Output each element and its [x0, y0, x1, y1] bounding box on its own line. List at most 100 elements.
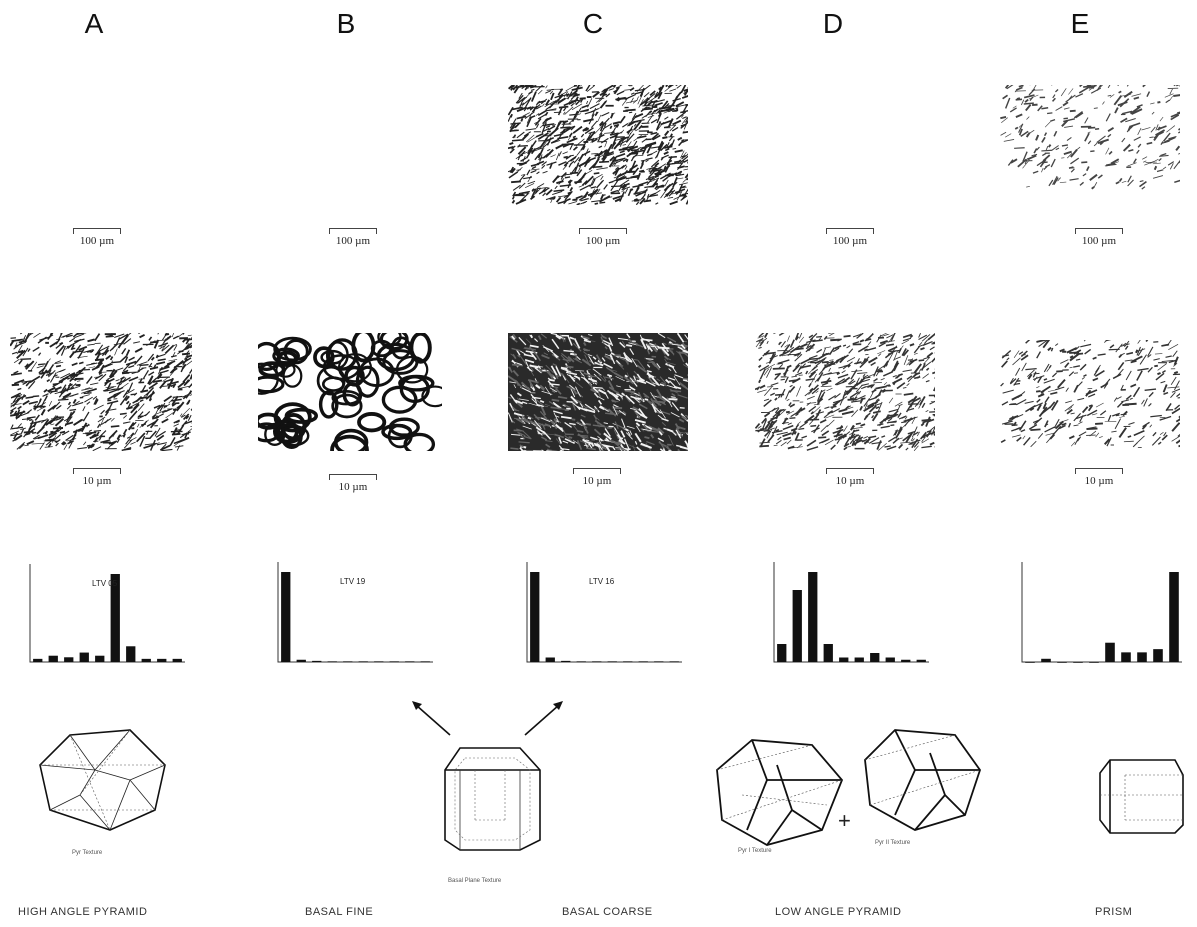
caption-a: HIGH ANGLE PYRAMID	[18, 906, 148, 918]
histogram-bar	[792, 590, 802, 662]
histogram-bar	[576, 661, 586, 663]
histogram-bar	[172, 658, 182, 662]
scale-bar-d-low: 100 µm	[815, 228, 885, 247]
histogram-bar	[545, 657, 555, 662]
histogram-bar	[777, 644, 787, 662]
histogram-bar	[420, 661, 430, 663]
scale-bar-c-low: 100 µm	[568, 228, 638, 247]
histogram-bar	[64, 657, 74, 662]
histogram-bar	[901, 659, 911, 662]
histogram-bar	[1121, 652, 1131, 662]
arrow-left-icon	[412, 701, 451, 736]
micrograph-b-high	[258, 333, 442, 451]
plus-icon: +	[838, 808, 851, 833]
histogram-c: LTV 16	[505, 558, 690, 670]
column-letter-c: C	[582, 8, 604, 39]
column-letter-a: A	[84, 8, 104, 39]
scale-bar-a-high: 10 µm	[62, 468, 132, 487]
micrograph-c-low	[508, 85, 688, 205]
crystal-pyramid-low-2	[864, 729, 981, 831]
histogram-bar	[48, 655, 58, 662]
histogram-bar	[95, 655, 105, 662]
histogram-bar	[343, 661, 353, 663]
histogram-bar	[885, 657, 895, 662]
histogram-bar	[281, 572, 291, 662]
micrograph-e-high	[1000, 340, 1180, 448]
histogram-bar	[561, 660, 571, 662]
micrograph-e-low	[1000, 85, 1180, 190]
crystal-pyramid-low-1	[716, 739, 844, 846]
scale-bar-a-low: 100 µm	[62, 228, 132, 247]
micrograph-a-high	[10, 333, 192, 451]
crystal-label-c: Basal Plane Texture	[448, 878, 502, 884]
histogram-bar	[312, 660, 322, 662]
histogram-title: LTV 16	[589, 577, 615, 586]
scale-bar-c-high: 10 µm	[562, 468, 632, 487]
column-letter-b: B	[336, 8, 356, 39]
caption-d: LOW ANGLE PYRAMID	[775, 906, 902, 918]
crystal-label-a: Pyr Texture	[72, 850, 103, 856]
histogram-bar	[607, 661, 617, 663]
arrow-right-icon	[524, 701, 563, 736]
histogram-bar	[110, 574, 120, 662]
histogram-bar	[327, 661, 337, 663]
crystal-basal-prism	[444, 747, 541, 851]
histogram-bar	[33, 658, 43, 662]
scale-bar-d-high: 10 µm	[815, 468, 885, 487]
histogram-title: LTV 19	[340, 577, 366, 586]
histogram-bar	[1057, 662, 1067, 663]
histogram-bar	[669, 661, 679, 663]
histogram-bar	[654, 661, 664, 663]
histogram-bar	[870, 653, 880, 662]
histogram-bar	[374, 661, 384, 663]
crystal-pyramid-high	[39, 729, 166, 831]
micrograph-c-high	[508, 333, 688, 451]
histogram-a: LTV 05	[8, 560, 193, 670]
histogram-e	[1000, 558, 1190, 670]
histogram-bar	[1169, 572, 1179, 662]
histogram-bar	[1153, 649, 1163, 662]
histogram-bar	[1137, 652, 1147, 662]
crystal-prism	[1099, 759, 1184, 834]
histogram-bar	[389, 661, 399, 663]
histogram-bar	[358, 661, 368, 663]
histogram-bar	[592, 661, 602, 663]
histogram-bar	[157, 658, 167, 662]
caption-c: BASAL COARSE	[562, 906, 653, 918]
micrograph-d-low	[755, 85, 935, 205]
histogram-bar	[839, 657, 849, 662]
scale-bar-e-low: 100 µm	[1064, 228, 1134, 247]
histogram-bar	[530, 572, 540, 662]
micrograph-a-low	[10, 85, 190, 205]
column-letter-d: D	[822, 8, 844, 39]
micrograph-d-high	[755, 333, 935, 451]
histogram-bar	[638, 661, 648, 663]
histogram-bar	[79, 652, 89, 662]
histogram-bar	[1025, 662, 1035, 663]
histogram-bar	[823, 644, 833, 662]
histogram-axis	[1021, 562, 1182, 663]
histogram-bar	[623, 661, 633, 663]
histogram-bar	[1089, 662, 1099, 663]
crystal-label-d1: Pyr I Texture	[738, 848, 772, 854]
crystal-label-d2: Pyr II Texture	[875, 840, 911, 846]
histogram-bar	[1105, 642, 1115, 662]
histogram-bar	[405, 661, 415, 663]
scale-bar-b-high: 10 µm	[318, 474, 388, 493]
column-letter-e: E	[1070, 8, 1090, 39]
histogram-bar	[1073, 662, 1083, 663]
histogram-bar	[854, 657, 864, 662]
histogram-bar	[126, 646, 136, 662]
scale-bar-e-high: 10 µm	[1064, 468, 1134, 487]
histogram-d	[752, 558, 937, 670]
histogram-b: LTV 19	[256, 558, 441, 670]
caption-b: BASAL FINE	[305, 906, 374, 918]
scale-bar-b-low: 100 µm	[318, 228, 388, 247]
histogram-bar	[808, 572, 818, 662]
histogram-bar	[1041, 658, 1051, 662]
histogram-bar	[916, 659, 926, 662]
caption-e: PRISM	[1095, 906, 1133, 918]
micrograph-b-low	[258, 85, 438, 205]
histogram-bar	[296, 659, 306, 662]
histogram-title: LTV 05	[92, 579, 118, 588]
